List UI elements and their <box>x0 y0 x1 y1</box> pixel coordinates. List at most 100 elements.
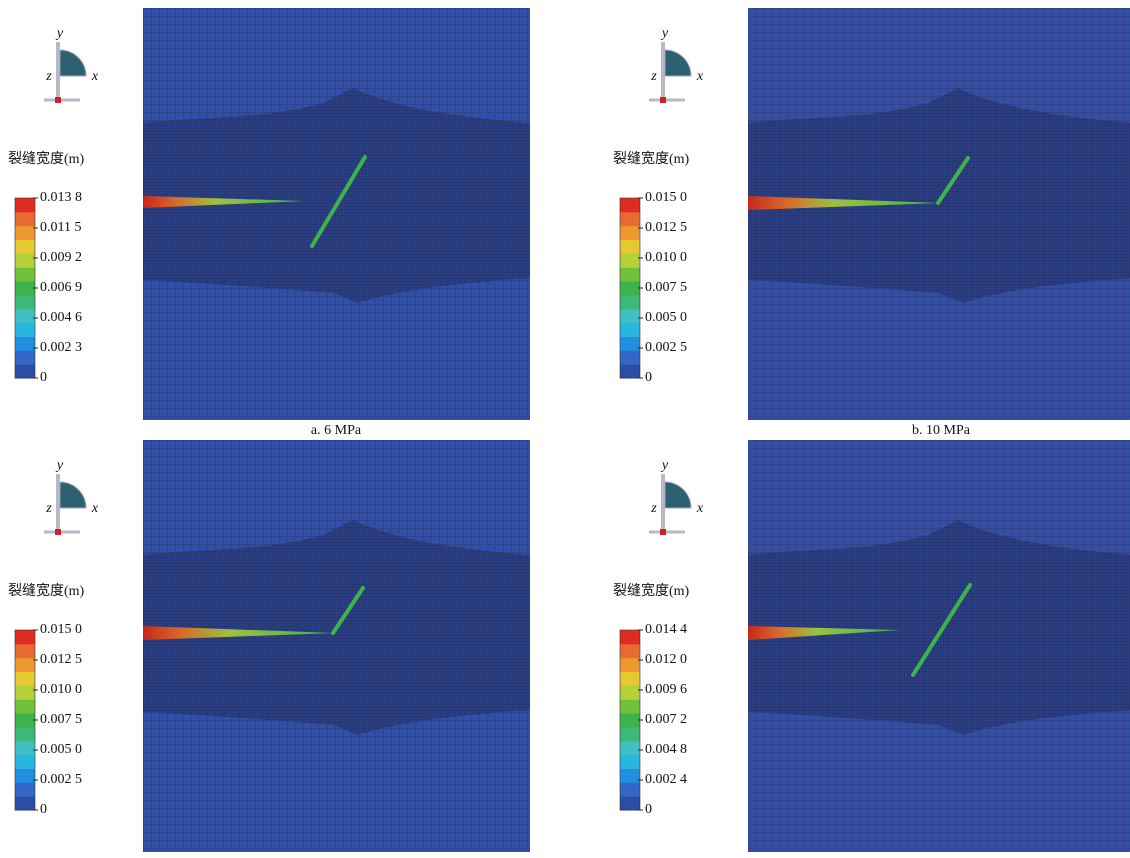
legend-tick-label: 0.009 6 <box>645 682 687 697</box>
legend-swatch <box>15 754 35 769</box>
crack <box>143 196 305 208</box>
legend-tick-label: 0 <box>645 802 652 817</box>
legend-tick-label: 0.002 4 <box>645 772 687 787</box>
legend-swatch <box>620 768 640 783</box>
legend-swatch <box>620 211 640 227</box>
legend-title: 裂缝宽度(m) <box>613 582 690 599</box>
legend-tick-label: 0.009 2 <box>40 250 82 265</box>
legend-swatch <box>15 211 35 227</box>
legend-swatch <box>15 322 35 337</box>
legend-title: 裂缝宽度(m) <box>8 150 85 167</box>
legend-tick-label: 0.010 0 <box>40 682 82 697</box>
legend-swatch <box>620 699 640 714</box>
legend-tick-label: 0.005 0 <box>645 310 687 325</box>
legend-tick-label: 0.007 2 <box>645 712 687 727</box>
legend-tick-label: 0.014 4 <box>645 622 687 637</box>
legend-swatch <box>15 294 35 310</box>
legend-tick-label: 0.002 5 <box>645 340 687 355</box>
legend-swatch <box>15 713 35 728</box>
caption: b. 10 MPa <box>912 423 971 438</box>
axis-x-label: x <box>91 501 99 516</box>
axis-x-label: x <box>696 69 704 84</box>
caption: a. 6 MPa <box>311 423 362 438</box>
legend-tick-label: 0.002 3 <box>40 340 82 355</box>
legend-tick-label: 0 <box>40 802 47 817</box>
legend-tick-label: 0.002 5 <box>40 772 82 787</box>
legend-swatch <box>620 322 640 337</box>
axis-z-label: z <box>45 501 52 516</box>
legend-tick-label: 0.013 8 <box>40 190 82 205</box>
axis-z-label: z <box>45 69 52 84</box>
legend-swatch <box>620 253 640 268</box>
legend-swatch <box>15 267 35 282</box>
legend-swatch <box>620 225 640 241</box>
legend-swatch <box>15 336 35 351</box>
legend-swatch <box>620 198 640 213</box>
legend-tick-label: 0.012 5 <box>645 220 687 235</box>
panel: y z x 裂缝宽度(m) 0.015 0 0.012 5 0.010 0 0.007 5 0.… <box>613 8 1130 438</box>
simulation-image <box>143 8 530 420</box>
axis-quarter <box>59 49 87 77</box>
axis-x-label: x <box>91 69 99 84</box>
axis-z-label: z <box>650 69 657 84</box>
legend-tick-label: 0.004 8 <box>645 742 687 757</box>
crack <box>748 626 900 640</box>
axis-y-label: y <box>660 26 669 41</box>
legend-tick-label: 0.010 0 <box>645 250 687 265</box>
axis-origin <box>55 529 61 535</box>
legend-swatch <box>15 630 35 645</box>
legend-swatch <box>620 267 640 282</box>
legend-swatch <box>15 253 35 268</box>
simulation-image <box>143 440 530 852</box>
legend-title: 裂缝宽度(m) <box>8 582 85 599</box>
axis-origin <box>660 529 666 535</box>
crack-branch <box>310 155 367 248</box>
axis-quarter <box>59 481 87 509</box>
legend-swatch <box>620 796 640 811</box>
legend-swatch <box>15 699 35 714</box>
legend-swatch <box>620 740 640 756</box>
axis-x-label: x <box>696 501 704 516</box>
legend-tick-label: 0.012 5 <box>40 652 82 667</box>
legend-swatch <box>620 294 640 310</box>
crack-branch <box>331 586 365 635</box>
legend-swatch <box>15 768 35 783</box>
legend-swatch <box>15 643 35 659</box>
legend-tick-label: 0.007 5 <box>645 280 687 295</box>
legend-swatch <box>15 225 35 241</box>
legend-swatch <box>620 643 640 659</box>
refined-zone <box>143 88 530 303</box>
legend-swatch <box>620 350 640 365</box>
legend-swatch <box>620 239 640 254</box>
legend-swatch <box>620 671 640 686</box>
legend-swatch <box>620 308 640 324</box>
refined-zone <box>748 88 1130 303</box>
axis-quarter <box>664 481 692 509</box>
axis-y-label: y <box>660 458 669 473</box>
legend-swatch <box>620 713 640 728</box>
legend-swatch <box>15 198 35 213</box>
legend-swatch <box>15 782 35 797</box>
legend-tick-label: 0.012 0 <box>645 652 687 667</box>
legend-swatch <box>15 685 35 700</box>
legend-swatch <box>15 657 35 673</box>
crack <box>748 196 940 210</box>
panel: y z x 裂缝宽度(m) 0.013 8 0.011 5 0.009 2 0.006 9 0.… <box>8 8 530 438</box>
legend-swatch <box>620 281 640 296</box>
legend-swatch <box>15 671 35 686</box>
legend-tick-label: 0.006 9 <box>40 280 82 295</box>
legend-tick-label: 0.015 0 <box>645 190 687 205</box>
legend-tick-label: 0.011 5 <box>40 220 81 235</box>
legend-swatch <box>15 796 35 811</box>
crack <box>143 626 335 640</box>
axis-origin <box>55 97 61 103</box>
simulation-image <box>748 8 1130 420</box>
legend-swatch <box>15 740 35 756</box>
legend-swatch <box>15 726 35 742</box>
legend-swatch <box>620 630 640 645</box>
legend-tick-label: 0.015 0 <box>40 622 82 637</box>
legend-tick-label: 0 <box>40 370 47 385</box>
legend-swatch <box>620 726 640 742</box>
axis-origin <box>660 97 666 103</box>
